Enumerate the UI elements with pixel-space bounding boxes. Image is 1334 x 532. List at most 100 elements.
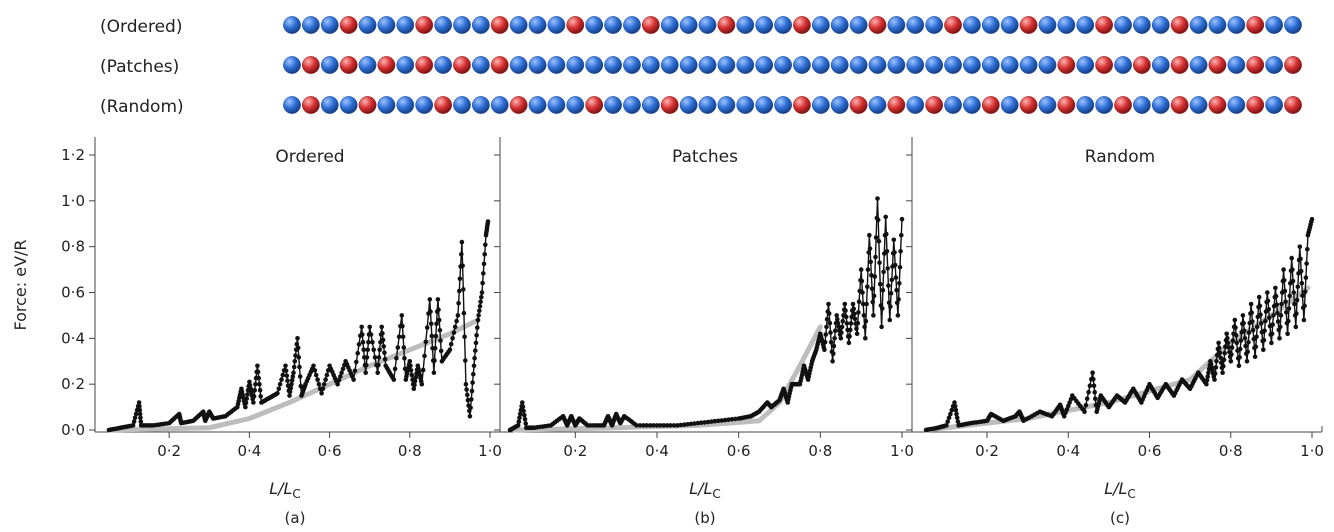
data-point xyxy=(824,316,830,322)
data-point xyxy=(863,336,868,341)
data-point xyxy=(395,345,401,350)
data-point xyxy=(298,383,304,389)
data-point xyxy=(313,372,319,378)
blue-bead xyxy=(1076,56,1095,74)
blue-bead xyxy=(1189,96,1208,114)
data-point xyxy=(479,294,484,300)
data-point xyxy=(471,371,476,377)
data-point xyxy=(1294,297,1300,303)
data-point xyxy=(865,284,870,290)
red-bead xyxy=(925,96,944,114)
red-bead xyxy=(358,96,377,114)
data-point xyxy=(848,321,854,326)
blue-bead xyxy=(755,56,774,74)
data-point xyxy=(883,214,888,220)
panel-letter: (c) xyxy=(1110,509,1130,527)
blue-bead xyxy=(1189,16,1208,34)
data-point xyxy=(376,355,382,360)
data-point xyxy=(447,347,453,353)
red-bead xyxy=(490,56,509,74)
data-point xyxy=(1265,290,1270,295)
data-point xyxy=(432,346,438,351)
data-point xyxy=(1222,350,1227,356)
blue-bead xyxy=(774,16,792,34)
red-bead xyxy=(660,96,679,114)
data-point xyxy=(1245,349,1250,355)
x-axis-title-main: L/L xyxy=(269,479,292,498)
data-point xyxy=(1250,328,1256,333)
red-bead xyxy=(434,96,452,114)
data-point xyxy=(376,362,381,368)
data-point xyxy=(1087,383,1093,389)
x-tick-label: 0·8 xyxy=(1219,442,1243,460)
blue-bead xyxy=(1265,16,1283,34)
blue-bead xyxy=(736,56,755,74)
blue-bead xyxy=(944,56,962,74)
blue-bead xyxy=(793,56,811,74)
x-tick-label: 0·8 xyxy=(808,442,832,460)
x-axis-title-sub: C xyxy=(712,487,720,501)
data-point xyxy=(898,249,903,254)
data-point xyxy=(365,347,371,353)
data-point xyxy=(733,416,738,422)
data-point xyxy=(855,320,861,326)
data-point xyxy=(523,421,528,426)
data-point xyxy=(252,388,257,393)
data-point xyxy=(382,350,387,356)
data-point xyxy=(1090,370,1095,376)
blue-bead xyxy=(830,96,849,114)
data-point xyxy=(705,419,711,425)
blue-bead xyxy=(1133,96,1151,114)
data-point xyxy=(1278,313,1284,318)
x-tick-label: 0·2 xyxy=(563,442,587,460)
blue-bead xyxy=(698,16,717,34)
data-point xyxy=(137,407,143,413)
data-point xyxy=(1225,340,1231,346)
data-point xyxy=(1061,414,1067,419)
data-point xyxy=(1234,340,1240,346)
data-point xyxy=(256,375,262,381)
blue-bead xyxy=(906,96,925,114)
data-point xyxy=(828,339,834,345)
y-tick-label: 1·0 xyxy=(61,192,85,210)
blue-bead xyxy=(906,16,925,34)
data-point xyxy=(394,355,399,361)
data-point xyxy=(822,347,827,353)
data-point xyxy=(1248,301,1254,307)
data-point xyxy=(866,250,871,255)
data-point xyxy=(461,287,466,292)
data-point xyxy=(292,359,298,364)
blue-bead xyxy=(830,56,849,74)
data-point xyxy=(516,419,522,424)
data-point xyxy=(1270,322,1275,327)
data-point xyxy=(340,366,346,372)
x-axis-title: L/LC xyxy=(689,479,721,501)
data-point xyxy=(351,377,356,382)
data-point xyxy=(137,411,143,417)
x-axis-title: L/LC xyxy=(269,479,301,501)
data-point xyxy=(849,314,854,320)
red-bead xyxy=(339,56,358,74)
data-point xyxy=(320,386,326,392)
data-point xyxy=(1092,389,1097,395)
data-point xyxy=(287,393,292,398)
data-point xyxy=(1220,370,1225,376)
blue-bead xyxy=(774,56,792,74)
blue-bead xyxy=(1057,16,1076,34)
blue-bead xyxy=(283,16,301,34)
data-point xyxy=(826,311,832,316)
data-point xyxy=(1213,365,1219,370)
data-point xyxy=(1204,378,1210,383)
data-point xyxy=(861,313,867,318)
data-point xyxy=(475,325,480,330)
data-point xyxy=(457,288,462,294)
sequence-label: (Ordered) xyxy=(100,17,182,37)
blue-bead xyxy=(585,56,604,74)
data-point xyxy=(427,297,433,302)
data-point xyxy=(822,339,828,345)
data-point xyxy=(944,423,949,428)
blue-bead xyxy=(585,16,604,34)
data-point xyxy=(888,291,894,296)
data-point xyxy=(354,359,359,365)
